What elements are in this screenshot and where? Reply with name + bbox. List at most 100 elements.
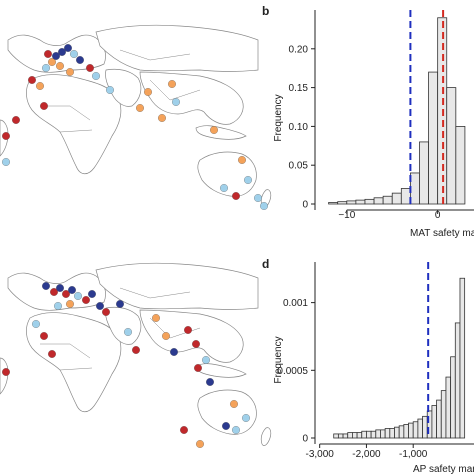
site-dot <box>158 114 166 122</box>
site-dot <box>12 116 20 124</box>
site-dot <box>206 378 214 386</box>
xlabel-b: MAT safety mar <box>410 228 474 239</box>
site-dot <box>172 98 180 106</box>
site-dot <box>162 332 170 340</box>
site-dot <box>144 88 152 96</box>
site-dot <box>74 292 82 300</box>
world-map-top <box>0 24 272 210</box>
site-dot <box>42 64 50 72</box>
histogram-bar <box>422 415 428 439</box>
world-map-bottom <box>0 262 272 448</box>
country-border <box>59 367 93 371</box>
site-dot <box>106 86 114 94</box>
y-tick-label: 0 <box>302 200 308 211</box>
histogram-bar <box>408 422 414 439</box>
site-dot <box>244 176 252 184</box>
site-dot <box>168 80 176 88</box>
site-dot <box>232 192 240 200</box>
land-outline <box>195 125 247 140</box>
histogram-bar <box>436 399 442 439</box>
y-tick-label: 0.15 <box>289 83 309 94</box>
histogram-bar <box>346 200 357 205</box>
site-dot <box>230 400 238 408</box>
y-tick-label: 0.20 <box>289 44 309 55</box>
site-dot <box>184 326 192 334</box>
histogram-bar <box>389 428 395 439</box>
histogram-bar <box>400 188 411 205</box>
histogram-bar <box>459 277 466 439</box>
country-border <box>119 49 191 61</box>
site-dot <box>52 52 60 60</box>
site-dot <box>238 156 246 164</box>
country-border <box>149 79 201 101</box>
histogram-bar <box>364 198 375 205</box>
site-dot <box>44 50 52 58</box>
land-outline <box>195 363 247 378</box>
site-dot <box>220 184 228 192</box>
x-tick-label: -2,000 <box>352 449 381 460</box>
x-tick-label: -3,000 <box>305 449 334 460</box>
histogram-panel-d: d Frequency AP safety marg 0 0.0005 0.001 -… <box>262 257 474 474</box>
y-tick-label: 0.0005 <box>277 366 308 377</box>
site-dot <box>42 282 50 290</box>
site-dot <box>260 202 268 210</box>
site-dot <box>192 340 200 348</box>
histogram-bar <box>445 376 452 439</box>
site-dot <box>48 350 56 358</box>
histogram-bar <box>455 126 466 205</box>
histogram-bar <box>382 195 393 205</box>
site-dot <box>170 348 178 356</box>
site-dot <box>180 426 188 434</box>
ylabel-d: Frequency <box>273 336 284 383</box>
xlabel-d: AP safety marg <box>413 464 474 474</box>
land-outline <box>0 357 9 395</box>
site-dot <box>92 72 100 80</box>
histogram-bar <box>337 433 344 439</box>
land-outline <box>197 389 257 435</box>
histogram-bar <box>333 433 339 439</box>
land-outline <box>105 306 142 345</box>
histogram-bar <box>380 429 386 439</box>
histogram-bar <box>355 199 366 205</box>
site-dot <box>88 290 96 298</box>
site-dot <box>56 284 64 292</box>
histogram-bar <box>366 430 372 439</box>
histogram-bar <box>446 87 457 205</box>
country-border <box>40 343 91 359</box>
site-dot <box>56 62 64 70</box>
histogram-bar <box>370 430 377 439</box>
site-dot <box>54 302 62 310</box>
histogram-bar <box>412 421 419 439</box>
site-dot <box>62 290 70 298</box>
site-dot <box>48 58 56 66</box>
histogram-panel-b: b Frequency MAT safety mar 0 0.05 0.10 0.15… <box>262 4 474 239</box>
histogram-bar <box>398 425 405 439</box>
country-border <box>119 287 191 299</box>
site-dot <box>66 68 74 76</box>
site-dot <box>64 44 72 52</box>
site-dot <box>2 158 10 166</box>
site-dot <box>68 286 76 294</box>
histogram-bar <box>454 322 461 439</box>
histogram-bar <box>375 429 381 439</box>
histogram-bar <box>337 201 348 205</box>
site-dot <box>96 302 104 310</box>
site-dot <box>50 288 58 296</box>
panel-letter-b: b <box>262 4 269 18</box>
site-dot <box>152 314 160 322</box>
site-dot <box>222 422 230 430</box>
x-tick-label: −10 <box>338 210 355 221</box>
site-dot <box>40 332 48 340</box>
site-dot <box>136 104 144 112</box>
histogram-bar <box>328 202 339 205</box>
y-tick-label: 0 <box>302 434 308 445</box>
histogram-bar <box>403 424 409 439</box>
ylabel-b: Frequency <box>273 94 284 141</box>
histogram-bar <box>419 141 429 205</box>
histogram-bar <box>356 432 363 439</box>
y-tick-label: 0.001 <box>283 298 308 309</box>
x-tick-label: 0 <box>435 210 441 221</box>
x-tick-label: -1,000 <box>399 449 428 460</box>
histogram-bar <box>342 433 349 439</box>
